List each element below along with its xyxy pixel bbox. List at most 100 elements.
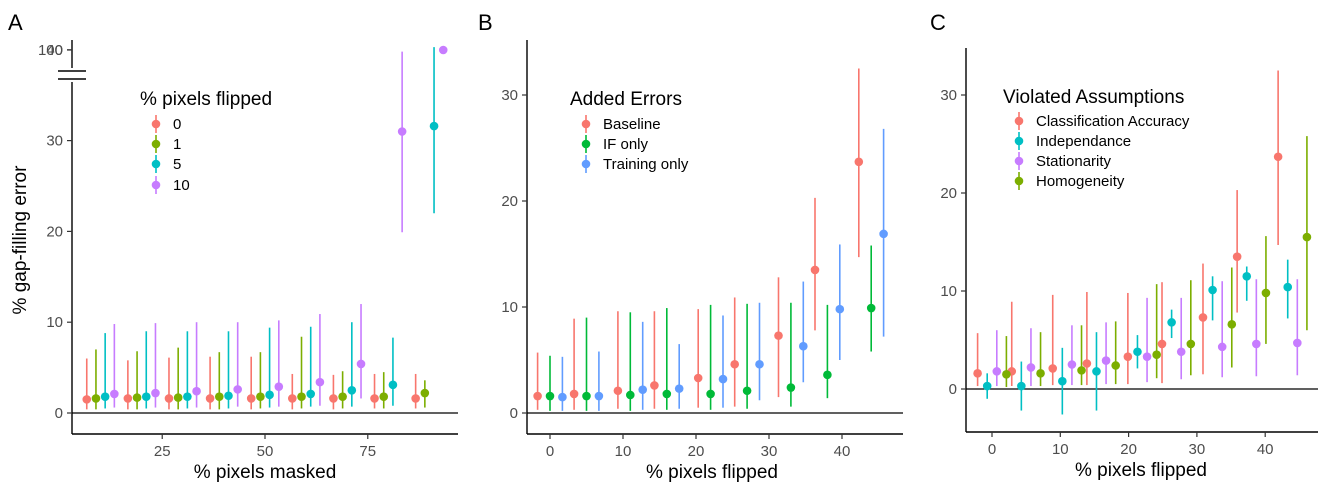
data-point: [1261, 288, 1271, 298]
data-point: [205, 394, 215, 403]
data-point: [438, 45, 448, 55]
data-point: [1273, 152, 1283, 162]
data-point: [370, 394, 379, 403]
data-point: [100, 392, 110, 401]
legend-label: 10: [173, 177, 190, 194]
data-point: [786, 383, 796, 392]
data-point: [1017, 381, 1026, 391]
data-point: [1026, 363, 1036, 372]
legend-label: 0: [173, 116, 181, 133]
x-tick-label: 25: [154, 443, 171, 460]
data-point: [1252, 339, 1261, 349]
data-point: [1186, 339, 1196, 349]
data-point: [1152, 350, 1161, 360]
legend-label: 1: [173, 136, 181, 153]
data-point: [1058, 376, 1067, 386]
data-point: [582, 391, 591, 401]
data-point: [973, 369, 982, 378]
y-tick-label: 10: [940, 283, 957, 300]
data-point: [397, 127, 407, 136]
data-point: [810, 265, 820, 275]
y-tick-label: 30: [940, 87, 957, 104]
legend-title: Added Errors: [570, 89, 682, 110]
data-point: [183, 392, 192, 401]
data-point: [662, 389, 672, 399]
data-point: [730, 359, 739, 369]
data-point: [1302, 232, 1312, 242]
data-point: [693, 373, 703, 383]
x-tick-label: 0: [546, 443, 554, 460]
data-point: [1208, 285, 1217, 295]
data-point: [82, 395, 92, 404]
legend-label: IF only: [603, 136, 649, 153]
panel-b: B 0 10 20 30 0 10 20 30 40 % pixels flipped Adde…: [478, 10, 903, 483]
x-tick-label: 30: [1189, 441, 1206, 458]
x-tick-label: 30: [761, 443, 778, 460]
data-point: [1157, 339, 1167, 349]
legend-key-point: [151, 139, 161, 149]
legend-label: Training only: [603, 156, 689, 173]
data-point: [774, 331, 783, 340]
x-tick-label: 20: [1120, 441, 1137, 458]
data-point: [141, 392, 151, 401]
data-point: [356, 359, 366, 369]
legend: Violated Assumptions Classification Accu…: [1003, 87, 1190, 190]
data-point: [799, 341, 808, 351]
legend-key-point: [581, 119, 591, 129]
legend-key-point: [581, 139, 591, 149]
data-point: [256, 392, 265, 401]
legend-title: % pixels flipped: [140, 89, 272, 110]
panel-a-letter: A: [8, 10, 23, 35]
y-tick-label: 20: [501, 193, 518, 210]
data-point: [123, 394, 133, 403]
legend-key-point: [151, 119, 161, 129]
legend-title: Violated Assumptions: [1003, 87, 1184, 108]
data-point: [674, 384, 684, 393]
data-point: [1082, 359, 1092, 368]
data-point: [1092, 367, 1101, 376]
data-point: [288, 394, 297, 403]
data-point: [718, 374, 728, 384]
data-point: [755, 359, 764, 369]
y-axis-title: % gap-filling error: [10, 165, 31, 315]
data-point: [558, 392, 567, 402]
legend-label: Classification Accuracy: [1036, 113, 1190, 130]
data-point: [706, 389, 715, 399]
data-point: [1293, 338, 1302, 348]
x-tick-label: 40: [834, 443, 851, 460]
legend-label: 5: [173, 156, 181, 173]
x-tick-label: 40: [1257, 441, 1274, 458]
data-point: [429, 121, 439, 131]
legend-key-point: [1014, 116, 1024, 126]
data-point: [173, 393, 183, 402]
panel-c: C 0 10 20 30 0 10 20 30 40 % pixels flipped Viol…: [930, 10, 1318, 481]
data-point: [1133, 347, 1142, 357]
data-point: [992, 367, 1002, 376]
data-point: [1167, 318, 1176, 327]
data-point: [613, 386, 623, 396]
legend-key-point: [1014, 156, 1024, 166]
legend-key-point: [151, 159, 161, 169]
data-point: [1111, 361, 1120, 370]
legend-label: Stationarity: [1036, 153, 1112, 170]
data-point: [411, 394, 420, 403]
data-point: [110, 389, 119, 399]
x-axis-title: % pixels masked: [194, 462, 337, 483]
y-tick-label: 20: [940, 185, 957, 202]
panel-c-letter: C: [930, 10, 946, 35]
data-point: [823, 370, 832, 380]
data-point: [379, 392, 389, 401]
x-tick-label: 75: [359, 443, 376, 460]
data-point: [1002, 370, 1011, 379]
y-tick-label: 10: [501, 299, 518, 316]
data-point: [1067, 360, 1077, 369]
data-point: [233, 385, 242, 394]
data-point: [151, 388, 160, 398]
data-point: [420, 388, 430, 398]
data-point: [132, 393, 142, 402]
data-point: [1123, 352, 1133, 361]
data-point: [246, 394, 256, 403]
data-point: [1242, 272, 1252, 281]
x-axis-title: % pixels flipped: [646, 462, 778, 483]
